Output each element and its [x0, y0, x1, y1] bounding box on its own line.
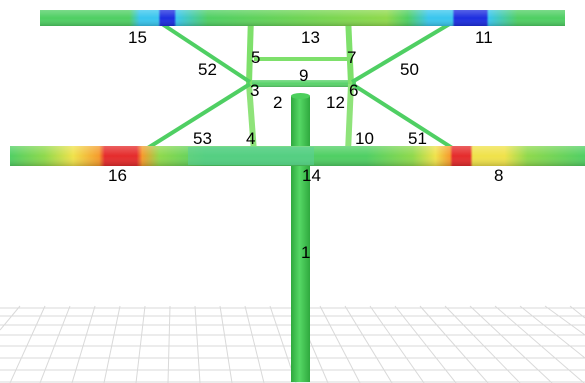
member-5-post[interactable]	[246, 16, 254, 84]
member-label-2: 2	[273, 93, 282, 112]
member-label-1: 1	[301, 243, 310, 262]
member-label-53: 53	[193, 129, 212, 148]
member-label-6: 6	[349, 81, 358, 100]
member-50-brace[interactable]	[350, 14, 465, 84]
member-label-7: 7	[347, 48, 356, 67]
member-label-4: 4	[246, 129, 255, 148]
member-label-5: 5	[251, 48, 260, 67]
member-1-column[interactable]	[291, 93, 310, 382]
member-label-52: 52	[198, 60, 217, 79]
member-label-16: 16	[108, 166, 127, 185]
member-9-crossbar[interactable]	[250, 80, 356, 87]
member-10-post[interactable]	[345, 84, 354, 152]
member-7-post[interactable]	[345, 16, 354, 84]
member-14-collar[interactable]	[188, 147, 314, 165]
member-53-brace[interactable]	[141, 82, 252, 153]
member-label-13: 13	[301, 28, 320, 47]
member-label-14: 14	[302, 166, 321, 185]
member-52-brace[interactable]	[148, 14, 252, 84]
member-label-51: 51	[408, 129, 427, 148]
member-label-12: 12	[326, 93, 345, 112]
member-13-strut[interactable]	[254, 57, 350, 61]
member-label-9: 9	[299, 66, 308, 85]
member-label-8: 8	[494, 166, 503, 185]
member-label-10: 10	[355, 129, 374, 148]
member-label-15: 15	[128, 28, 147, 47]
member-label-3: 3	[250, 81, 259, 100]
member-51-brace[interactable]	[350, 82, 459, 153]
member-4-post[interactable]	[246, 84, 257, 152]
member-label-11: 11	[475, 28, 493, 47]
member-label-50: 50	[400, 60, 419, 79]
member-top-beam[interactable]	[40, 10, 565, 26]
member-labels: 1 2 3 4 5 6 7 8 9 10 11 12 13 14 15 16 5…	[108, 28, 503, 262]
